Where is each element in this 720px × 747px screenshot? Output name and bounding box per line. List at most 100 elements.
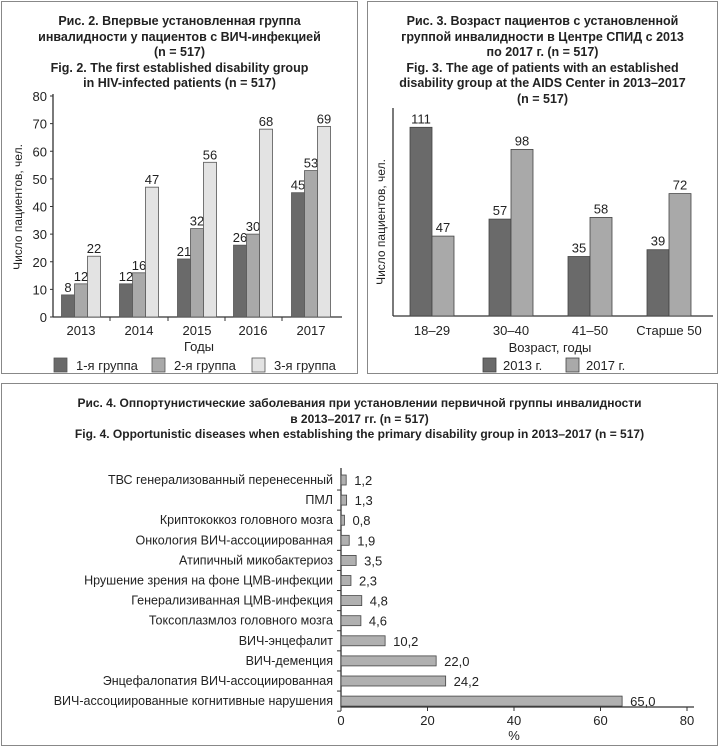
bar (340, 514, 345, 526)
title-en-3: (n = 517) (516, 91, 569, 106)
data-label: 32 (190, 214, 204, 229)
data-label: 57 (493, 203, 507, 218)
bar (646, 249, 670, 317)
title-ru-1: Рис. 2. Впервые установленная группа (58, 14, 301, 28)
bar (340, 534, 350, 546)
y-tick-label: 50 (33, 172, 47, 187)
x-tick-label: 2015 (183, 323, 212, 338)
data-label: 30 (246, 219, 260, 234)
bar (304, 170, 318, 318)
figure-3-title: Рис. 3. Возраст пациентов с установленно… (368, 14, 717, 107)
title-en-2: disability group at the AIDS Center in 2… (399, 76, 686, 90)
category-label: ПМЛ (305, 493, 333, 507)
data-label: 22,0 (444, 654, 469, 669)
y-tick-label: 30 (33, 227, 47, 242)
bar (74, 283, 88, 318)
data-label: 24,2 (454, 674, 479, 689)
category-label: Криптококкоз головного мозга (160, 513, 333, 527)
x-tick-label: Старше 50 (636, 323, 701, 338)
data-label: 12 (119, 269, 133, 284)
x-axis-label: Возраст, годы (509, 340, 592, 355)
bar (203, 161, 217, 318)
data-label: 22 (87, 241, 101, 256)
x-tick-label: 20 (420, 713, 434, 728)
y-tick-label: 10 (33, 282, 47, 297)
x-tick-label: 80 (680, 713, 694, 728)
data-label: 69 (317, 111, 331, 126)
x-tick-label: 2013 (67, 323, 96, 338)
data-label: 2,3 (359, 574, 377, 589)
legend-swatch (251, 357, 266, 373)
figure-4-title: Рис. 4. Оппортунистические заболевания п… (2, 396, 717, 443)
bar (340, 695, 623, 707)
bar (589, 216, 613, 317)
data-label: 4,6 (369, 614, 387, 629)
bar (510, 148, 534, 317)
data-label: 58 (594, 201, 608, 216)
data-label: 1,9 (357, 533, 375, 548)
y-tick-label: 0 (40, 310, 47, 325)
x-tick-label: 40 (507, 713, 521, 728)
figure-4-chart: 0 20 40 60 80% ТВС генерализованный перенесен… (54, 468, 694, 743)
legend-label: 3-я группа (274, 358, 337, 373)
bar (431, 235, 455, 317)
data-label: 35 (572, 241, 586, 256)
title-ru-2: в 2013–2017 гг. (n = 517) (290, 411, 429, 426)
x-tick-label: 2017 (297, 323, 326, 338)
bar (340, 595, 363, 607)
figure-3-panel: Рис. 3. Возраст пациентов с установленно… (367, 1, 718, 374)
title-en-1: Fig. 2. The first established disability… (50, 60, 309, 75)
x-tick-label: 2016 (239, 323, 268, 338)
bar (87, 255, 101, 318)
data-label: 111 (411, 111, 431, 126)
bar (340, 615, 362, 627)
data-label: 16 (132, 258, 146, 273)
y-tick-label: 80 (33, 89, 47, 104)
category-label: Нрушение зрения на фоне ЦМВ-инфекции (84, 574, 333, 588)
legend-label: 1-я группа (76, 358, 139, 373)
bar (340, 675, 447, 687)
legend-swatch (151, 357, 166, 373)
y-tick-label: 20 (33, 255, 47, 270)
title-en-1: Fig. 4. Opportunistic diseases when esta… (74, 427, 645, 441)
data-label: 4,8 (370, 594, 388, 609)
data-label: 65,0 (630, 694, 655, 709)
legend-swatch (565, 357, 580, 373)
title-ru-3: (n = 517) (153, 45, 206, 59)
figure-2-title: Рис. 2. Впервые установленная группа инв… (2, 14, 357, 92)
bar (119, 283, 133, 318)
bar (668, 193, 692, 317)
y-tick-label: 70 (33, 117, 47, 132)
y-axis-label: Число пациентов, чел. (374, 159, 388, 285)
title-ru-3: по 2017 г. (n = 517) (486, 45, 599, 59)
category-label: Онкология ВИЧ-ассоциированная (136, 533, 333, 547)
x-tick-label: 2014 (125, 323, 154, 338)
data-label: 12 (74, 269, 88, 284)
bar (340, 554, 357, 566)
bar (246, 233, 260, 318)
y-tick-label: 60 (33, 144, 47, 159)
x-tick-label: 41–50 (572, 323, 608, 338)
bar (340, 575, 352, 586)
data-label: 68 (259, 114, 273, 129)
title-ru-1: Рис. 4. Оппортунистические заболевания п… (77, 396, 642, 410)
title-ru-2: инвалидности у пациентов с ВИЧ-инфекцией (38, 29, 321, 44)
category-label: Энцефалопатия ВИЧ-ассоциированная (103, 674, 333, 688)
category-label: Атипичный микобактериоз (179, 553, 333, 567)
category-label: ВИЧ-ассоциированные когнитивные нарушени… (54, 694, 333, 708)
data-label: 45 (291, 178, 305, 193)
bar (488, 218, 512, 317)
data-label: 1,2 (354, 473, 372, 488)
figure-2-panel: Рис. 2. Впервые установленная группа инв… (1, 1, 358, 374)
figure-3-chart: Число пациентов, чел. 18–29 111 47 30–40 57 98… (374, 108, 713, 373)
title-en-1: Fig. 3. The age of patients with an esta… (406, 60, 679, 75)
bar (340, 655, 437, 667)
bar (317, 125, 331, 318)
x-tick-label: 0 (337, 713, 344, 728)
data-label: 10,2 (393, 634, 418, 649)
bar (340, 474, 347, 486)
bar (61, 294, 75, 318)
x-tick-label: 18–29 (414, 323, 450, 338)
data-label: 39 (651, 234, 665, 249)
bar (340, 494, 348, 506)
